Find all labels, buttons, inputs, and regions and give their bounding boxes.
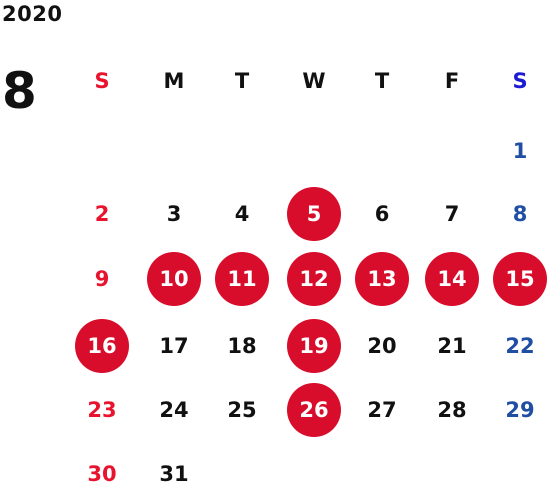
calendar-day[interactable]: 9	[94, 267, 110, 291]
calendar-day[interactable]: 1	[512, 139, 528, 163]
calendar-day[interactable]: 27	[367, 398, 397, 422]
calendar-day[interactable]: 31	[159, 462, 189, 486]
weekday-label: M	[163, 69, 185, 93]
calendar-day[interactable]: 7	[444, 202, 460, 226]
calendar-year: 2020	[2, 2, 63, 26]
calendar-day[interactable]: 2	[94, 202, 110, 226]
calendar-month: 8	[2, 62, 37, 120]
weekday-label: S	[512, 69, 528, 93]
calendar-day[interactable]: 23	[87, 398, 117, 422]
calendar-day-highlighted[interactable]: 15	[493, 252, 547, 306]
calendar-day-highlighted[interactable]: 16	[75, 319, 129, 373]
calendar-day[interactable]: 21	[437, 334, 467, 358]
calendar-day-highlighted[interactable]: 10	[147, 252, 201, 306]
weekday-label: T	[374, 69, 390, 93]
calendar-day[interactable]: 18	[227, 334, 257, 358]
weekday-label: S	[94, 69, 110, 93]
calendar-day-highlighted[interactable]: 13	[355, 252, 409, 306]
calendar-day-highlighted[interactable]: 19	[287, 319, 341, 373]
calendar-day[interactable]: 4	[234, 202, 250, 226]
calendar-day-highlighted[interactable]: 5	[287, 187, 341, 241]
calendar-day[interactable]: 3	[166, 202, 182, 226]
calendar-day[interactable]: 28	[437, 398, 467, 422]
calendar-day-highlighted[interactable]: 11	[215, 252, 269, 306]
calendar-day[interactable]: 6	[374, 202, 390, 226]
calendar-day[interactable]: 29	[505, 398, 535, 422]
calendar-day[interactable]: 17	[159, 334, 189, 358]
calendar-day-highlighted[interactable]: 14	[425, 252, 479, 306]
weekday-label: T	[234, 69, 250, 93]
calendar-day[interactable]: 8	[512, 202, 528, 226]
calendar-day[interactable]: 30	[87, 462, 117, 486]
calendar-day[interactable]: 24	[159, 398, 189, 422]
calendar-day[interactable]: 20	[367, 334, 397, 358]
weekday-label: W	[302, 69, 326, 93]
calendar-day[interactable]: 25	[227, 398, 257, 422]
calendar-day-highlighted[interactable]: 26	[287, 383, 341, 437]
weekday-label: F	[444, 69, 460, 93]
calendar-day-highlighted[interactable]: 12	[287, 252, 341, 306]
calendar-day[interactable]: 22	[505, 334, 535, 358]
